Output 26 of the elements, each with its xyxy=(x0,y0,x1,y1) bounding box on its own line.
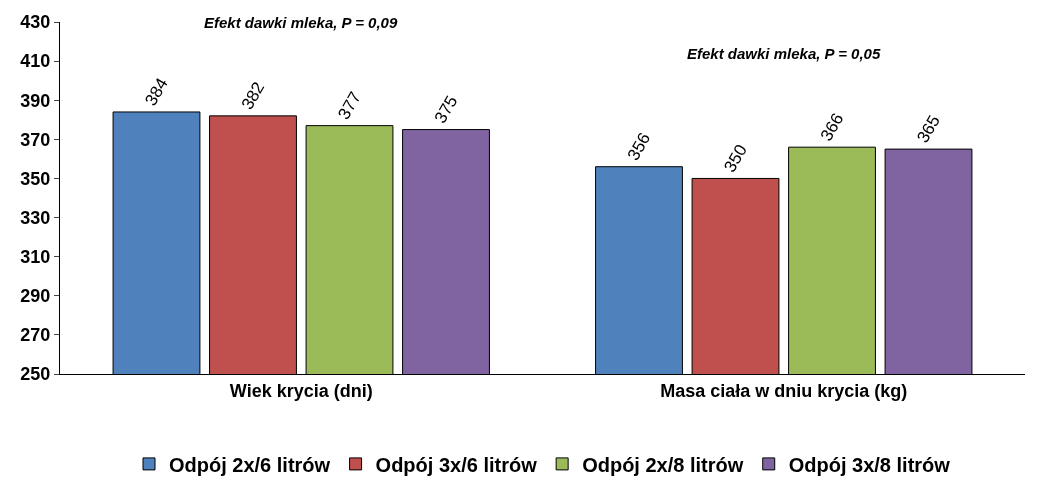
legend-label: Odpój 3x/8 litrów xyxy=(788,453,951,476)
annotation: Efekt dawki mleka, P = 0,05 xyxy=(687,45,881,62)
y-tick-label: 390 xyxy=(20,90,51,111)
legend-label: Odpój 2x/8 litrów xyxy=(582,453,744,476)
x-tick-label: Masa ciała w dniu krycia (kg) xyxy=(660,380,908,401)
legend-label: Odpój 2x/6 litrów xyxy=(169,453,331,476)
y-tick-label: 270 xyxy=(20,325,51,346)
legend-label: Odpój 3x/6 litrów xyxy=(375,453,538,476)
data-label: 366 xyxy=(816,110,848,145)
data-label: 377 xyxy=(334,88,365,123)
x-tick-label: Wiek krycia (dni) xyxy=(229,380,373,401)
y-tick-label: 430 xyxy=(20,12,51,33)
y-tick-label: 290 xyxy=(20,286,51,307)
data-label: 382 xyxy=(237,78,269,113)
data-label: 365 xyxy=(913,112,944,147)
data-label: 384 xyxy=(141,74,172,109)
data-label: 350 xyxy=(720,141,751,176)
y-tick-label: 310 xyxy=(20,246,51,267)
y-tick-label: 370 xyxy=(20,129,51,150)
y-tick-label: 410 xyxy=(20,51,51,72)
data-label: 375 xyxy=(430,92,462,127)
y-tick-label: 350 xyxy=(20,168,51,189)
data-label: 356 xyxy=(623,129,655,164)
y-tick-label: 330 xyxy=(20,207,51,228)
annotation: Efekt dawki mleka, P = 0,09 xyxy=(204,14,398,31)
y-tick-label: 250 xyxy=(20,364,51,385)
